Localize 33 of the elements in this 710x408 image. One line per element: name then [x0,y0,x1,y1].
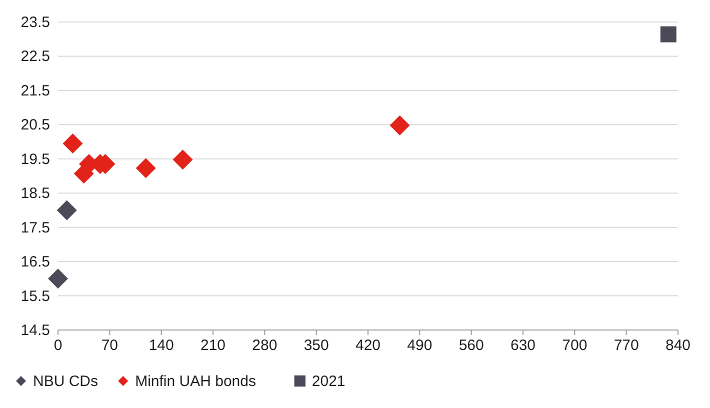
point [48,268,68,289]
point [136,158,156,178]
x-tick-label: 840 [665,337,691,354]
point [660,26,676,42]
y-tick-label: 16.5 [20,254,50,271]
y-tick-label: 22.5 [20,48,50,66]
x-tick-label: 350 [304,337,329,354]
legend-label: 2021 [312,373,346,390]
x-tick-label: 70 [101,337,118,354]
x-tick-label: 630 [510,337,536,354]
point [62,133,83,154]
x-tick-label: 700 [562,337,588,354]
point [390,115,410,136]
x-tick-label: 420 [355,337,381,354]
legend-label: Minfin UAH bonds [135,373,256,390]
x-tick-label: 560 [458,337,484,354]
point [172,150,193,170]
x-tick-label: 280 [252,337,278,354]
y-tick-label: 21.5 [20,82,50,100]
x-tick-label: 490 [407,337,432,354]
legend-label: NBU CDs [33,373,98,390]
x-tick-label: 210 [200,337,226,354]
y-tick-label: 18.5 [20,185,50,202]
y-tick-label: 14.5 [20,322,50,339]
y-tick-label: 23.5 [20,14,50,31]
point [56,200,77,220]
y-tick-label: 17.5 [20,219,50,236]
y-tick-label: 15.5 [20,288,50,305]
y-tick-label: 19.5 [20,150,50,168]
x-tick-label: 140 [148,337,174,354]
y-tick-label: 20.5 [20,116,50,134]
x-tick-label: 770 [614,337,639,354]
x-tick-label: 0 [54,337,62,354]
